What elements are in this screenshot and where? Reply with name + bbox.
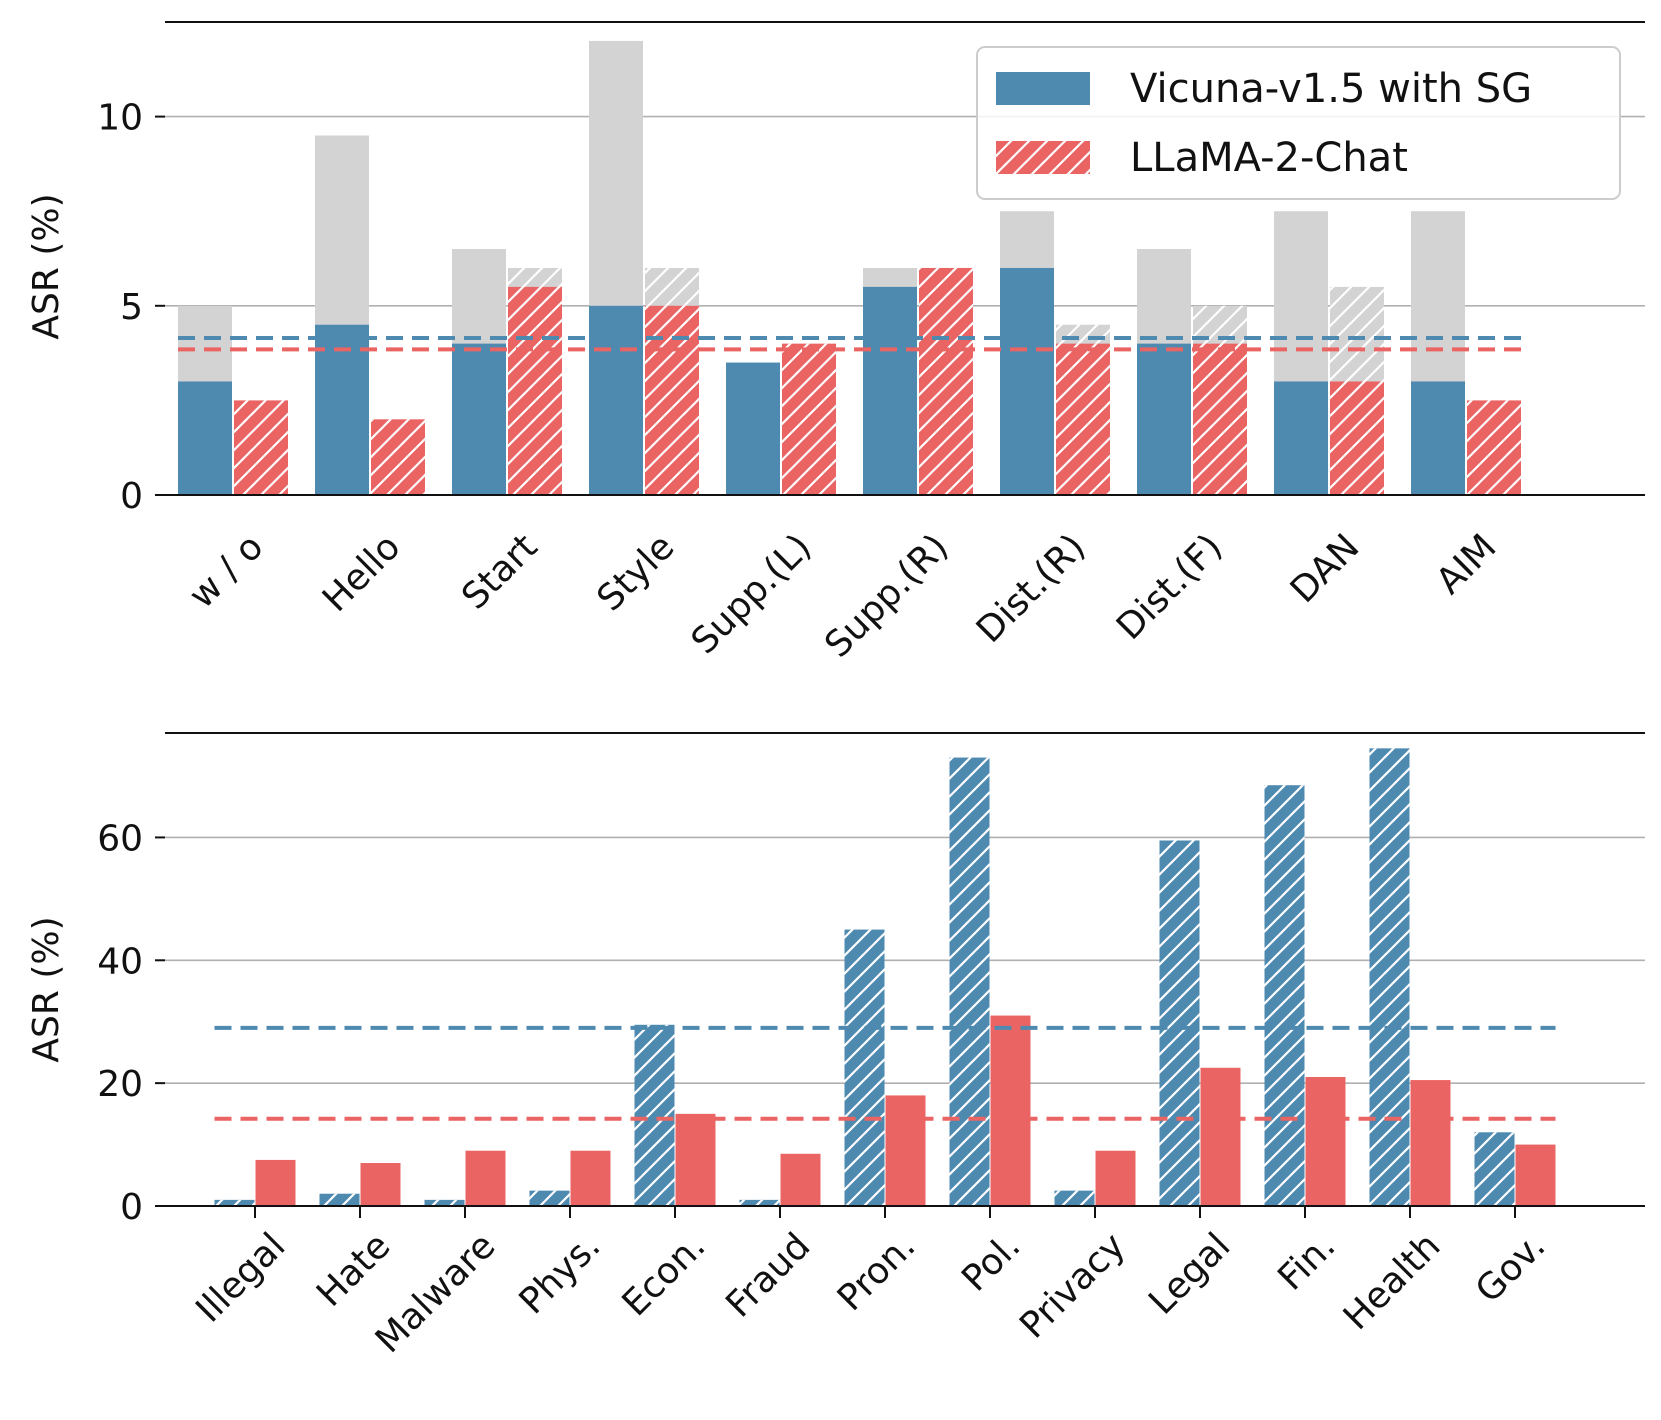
bottom-llama-bar-gov [1515,1144,1556,1206]
bottom-llama-bar-legal [1200,1067,1241,1206]
bottom-llama-bar-health [1410,1080,1451,1206]
top-xtick-label-supp-l: Supp.(L) [684,526,820,662]
bottom-llama-bar-phys [570,1150,611,1206]
top-xtick-label-w-o: w / o [181,526,271,616]
top-xtick-label-dist-r: Dist.(R) [969,526,1094,651]
bottom-llama-bar-pol [990,1015,1031,1206]
top-llama-bar-hatch-style [645,305,699,495]
bottom-xtick-label-pol: Pol. [954,1225,1028,1299]
top-vicuna-bar-dist-r [1000,267,1054,495]
bottom-vicuna-bar-hatch-hate [319,1193,360,1206]
top-xtick-label-hello: Hello [315,526,409,620]
bottom-vicuna-bar-hatch-pol [949,757,990,1206]
bottom-ytick-label: 20 [97,1064,143,1105]
top-y-axis-title: ASR (%) [26,193,67,339]
top-xtick-label-dan: DAN [1283,526,1368,611]
bottom-llama-bar-privacy [1095,1150,1136,1206]
top-ytick-label: 5 [120,287,143,328]
top-llama-bar-hatch-hello [371,419,425,495]
legend-box [976,46,1621,200]
bottom-llama-bar-pron [885,1095,926,1206]
bottom-xtick-label-pron: Pron. [830,1225,924,1319]
top-vicuna-bar-supp-r [863,286,917,495]
bottom-xtick-label-econ: Econ. [615,1225,714,1324]
top-xtick-label-supp-r: Supp.(R) [817,526,956,665]
bottom-vicuna-bar-hatch-illegal [214,1199,255,1206]
bottom-ytick-label: 60 [97,818,143,859]
bottom-xtick-label-fin: Fin. [1270,1225,1343,1298]
legend: Vicuna-v1.5 with SG LLaMA-2-Chat [976,46,1621,200]
top-llama-bar-hatch-supp-r [919,267,973,495]
bottom-xtick-label-illegal: Illegal [188,1225,293,1330]
top-vicuna-bar-aim [1411,381,1465,495]
bottom-ytick-label: 40 [97,941,143,982]
bottom-vicuna-bar-hatch-gov [1474,1132,1515,1206]
bottom-ytick-label: 0 [120,1187,143,1228]
bottom-xtick-label-phys: Phys. [512,1225,609,1322]
top-vicuna-bar-dist-f [1137,343,1191,495]
top-llama-bar-hatch-dan [1330,381,1384,495]
bottom-xtick-label-privacy: Privacy [1012,1225,1133,1346]
legend-swatch-llama-hatch [996,141,1090,174]
bottom-vicuna-bar-hatch-fin [1264,785,1305,1206]
bottom-vicuna-bar-hatch-legal [1159,840,1200,1206]
top-chart-panel: 0 5 10 ASR (%) w / o Hello Start Style Supp.(L)S… [26,21,1645,666]
bottom-xtick-label-gov: Gov. [1468,1225,1553,1310]
top-xtick-label-dist-f: Dist.(F) [1109,526,1231,648]
top-vicuna-bar-start [452,343,506,495]
top-xtick-label-start: Start [454,526,545,617]
bottom-llama-bar-fin [1305,1077,1346,1206]
bottom-llama-bar-fraud [780,1153,821,1206]
bottom-vicuna-bar-hatch-malware [424,1199,465,1206]
top-ytick-label: 0 [120,476,143,517]
top-ytick-label: 10 [97,98,143,139]
top-llama-bar-hatch-dist-f [1193,343,1247,495]
top-llama-bar-hatch-aim [1467,400,1521,495]
bottom-vicuna-bar-hatch-phys [529,1190,570,1206]
top-llama-bar-hatch-dist-r [1056,343,1110,495]
top-vicuna-bar-supp-l [726,362,780,495]
bottom-xtick-label-hate: Hate [309,1225,398,1314]
top-xtick-label-style: Style [590,526,683,619]
bottom-llama-bar-econ [675,1113,716,1206]
bottom-vicuna-bar-hatch-econ [634,1024,675,1206]
legend-label-vicuna: Vicuna-v1.5 with SG [1130,66,1532,112]
bottom-xtick-label-legal: Legal [1141,1225,1238,1322]
legend-label-llama: LLaMA-2-Chat [1130,135,1408,181]
top-vicuna-bar-hello [315,324,369,495]
top-vicuna-bar-style [589,305,643,495]
legend-swatch-vicuna [996,72,1090,105]
bottom-llama-bar-hate [360,1163,401,1206]
bottom-llama-bar-malware [465,1150,506,1206]
bottom-vicuna-bar-hatch-fraud [739,1199,780,1206]
top-vicuna-bar-w-o [178,381,232,495]
bottom-llama-bar-illegal [255,1159,296,1206]
bottom-xtick-label-health: Health [1336,1225,1449,1338]
bottom-xtick-label-fraud: Fraud [718,1225,818,1325]
top-llama-bar-hatch-w-o [234,400,288,495]
bottom-y-axis-title: ASR (%) [26,916,67,1062]
bottom-vicuna-bar-hatch-privacy [1054,1190,1095,1206]
top-xtick-label-aim: AIM [1429,526,1505,602]
top-llama-bar-hatch-start [508,286,562,495]
top-vicuna-bar-dan [1274,381,1328,495]
bottom-vicuna-bar-hatch-health [1369,748,1410,1206]
bottom-vicuna-bar-hatch-pron [844,929,885,1206]
top-llama-bar-hatch-supp-l [782,343,836,495]
